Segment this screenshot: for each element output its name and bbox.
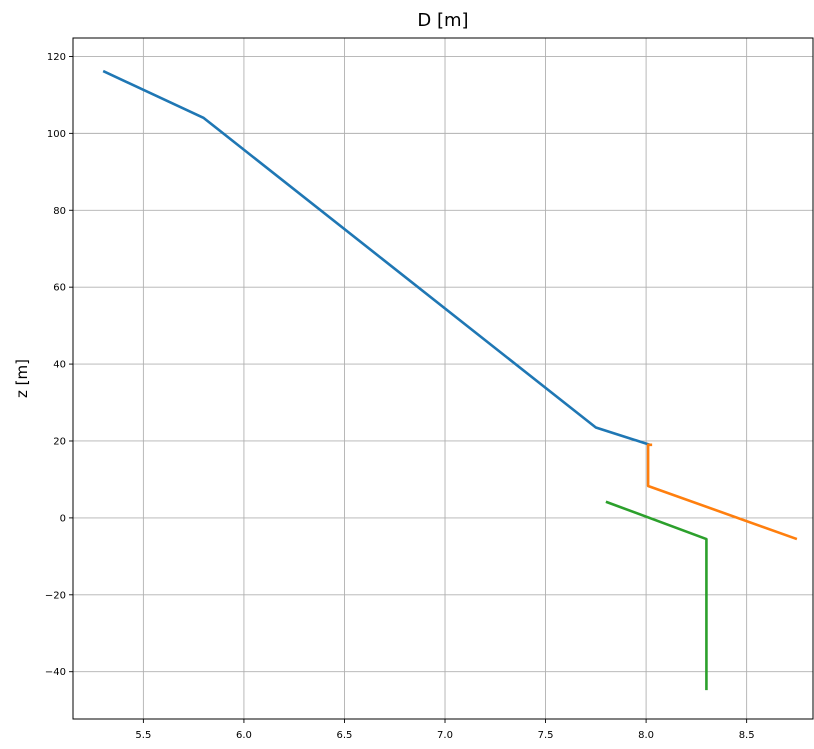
x-tick-label: 7.5 (538, 730, 554, 741)
grid-layer (73, 38, 813, 719)
x-tick-label: 8.5 (739, 730, 755, 741)
x-tick-label: 8.0 (638, 730, 654, 741)
series-line-3 (605, 500, 708, 691)
y-tick-label: 80 (53, 206, 66, 217)
y-tick-label: 100 (47, 129, 66, 140)
chart-title: D [m] (417, 10, 468, 31)
series-line-2 (646, 443, 798, 541)
x-tick-label: 6.5 (337, 730, 353, 741)
series-line-1 (102, 69, 651, 447)
y-tick-label: 20 (53, 436, 66, 447)
y-tick-label: 120 (47, 52, 66, 63)
x-tick-label: 7.0 (437, 730, 453, 741)
y-tick-label: 40 (53, 360, 66, 371)
axes-frame (72, 37, 814, 720)
y-tick-label: −40 (45, 667, 66, 678)
y-tick-label: 60 (53, 283, 66, 294)
series-layer (102, 69, 798, 691)
x-tick-label: 6.0 (236, 730, 252, 741)
y-axis-label: z [m] (13, 359, 31, 398)
tick-layer: 5.5 6.0 6.5 7.0 7.5 8.0 8.5 −40 −20 0 20 40 60 80 100 1… (45, 52, 755, 741)
x-tick-label: 5.5 (135, 730, 151, 741)
y-tick-label: 0 (60, 513, 66, 524)
y-tick-label: −20 (45, 590, 66, 601)
